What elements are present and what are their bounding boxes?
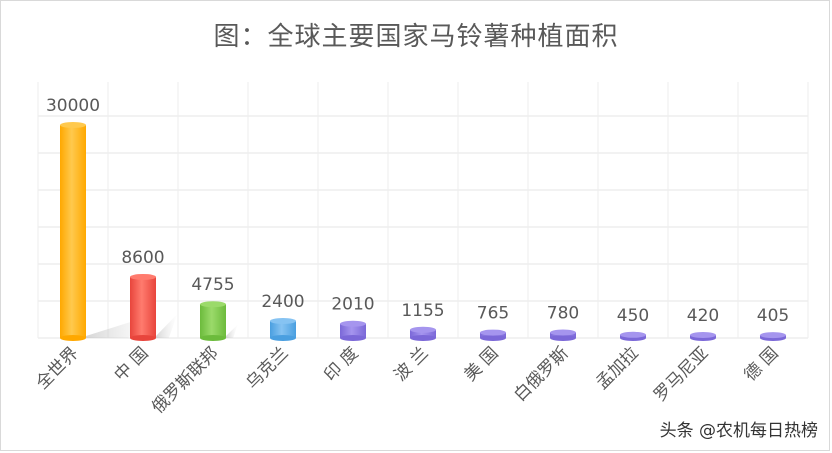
bar	[550, 329, 576, 341]
data-label: 2400	[261, 292, 304, 312]
x-tick-label: 中 国	[111, 343, 153, 385]
data-labels: 30000 8600 4755 2400 2010 1155 765 780 450 420 405	[46, 96, 789, 326]
data-label: 780	[547, 303, 579, 323]
bar-body	[410, 329, 436, 338]
watermark: 头条 @农机每日热榜	[659, 421, 818, 441]
bar-shadow	[226, 324, 238, 338]
bar-base	[550, 335, 576, 341]
bar	[480, 329, 506, 341]
bar	[270, 317, 296, 341]
bar-cap	[620, 331, 646, 338]
x-tick-label: 印 度	[321, 343, 363, 385]
data-label: 450	[617, 306, 649, 326]
bar-body	[340, 323, 366, 338]
x-tick-label: 孟加拉	[592, 343, 642, 393]
x-tick-label: 罗马尼亚	[650, 343, 712, 405]
bar	[130, 273, 156, 341]
bar-body	[200, 304, 226, 338]
x-tick-label: 白俄罗斯	[510, 343, 572, 405]
bar	[200, 301, 226, 341]
bar-cap	[200, 301, 226, 308]
chart-title: 图：全球主要国家马铃薯种植面积	[213, 22, 619, 52]
x-tick-label: 波 兰	[391, 343, 433, 385]
x-tick-label: 俄罗斯联邦	[148, 343, 222, 417]
bar-base	[410, 335, 436, 341]
data-label: 420	[687, 306, 719, 326]
data-label: 765	[477, 304, 509, 324]
data-label: 405	[757, 306, 789, 326]
bar-body	[270, 320, 296, 338]
bar-base	[270, 335, 296, 341]
data-label: 8600	[121, 248, 164, 268]
data-label: 30000	[46, 96, 100, 116]
bar-cap	[340, 320, 366, 327]
bar	[410, 326, 436, 341]
bar-shadow	[156, 314, 178, 338]
bar	[690, 332, 716, 341]
bar-cap	[550, 329, 576, 336]
bar-cap	[690, 332, 716, 339]
bar-body	[130, 276, 156, 338]
bar-base	[200, 335, 226, 341]
x-tick-label: 全世界	[32, 343, 82, 393]
bar	[620, 331, 646, 341]
x-tick-label: 德 国	[741, 343, 783, 385]
bar-base	[480, 335, 506, 341]
bar-body	[60, 125, 86, 338]
bar	[340, 320, 366, 341]
x-tick-label: 乌克兰	[242, 343, 292, 393]
x-tick-label: 美 国	[461, 343, 503, 385]
bars	[60, 122, 786, 341]
data-label: 2010	[331, 295, 374, 315]
bar-cap	[410, 326, 436, 333]
bar	[60, 122, 86, 341]
data-label: 4755	[191, 275, 234, 295]
bar-cap	[60, 122, 86, 128]
bar-base	[130, 335, 156, 341]
gridlines	[37, 82, 809, 339]
bar	[760, 332, 786, 341]
bar-base	[340, 335, 366, 341]
x-tick-labels: 全世界中 国俄罗斯联邦 乌克兰印 度波 兰美 国白俄罗斯 孟加拉 罗马尼亚德 国	[32, 343, 782, 417]
bar-cap	[130, 273, 156, 280]
bar-base	[60, 335, 86, 341]
bar-cap	[760, 332, 786, 339]
bar-cap	[480, 329, 506, 336]
data-label: 1155	[401, 301, 444, 321]
bar-cap	[270, 317, 296, 324]
